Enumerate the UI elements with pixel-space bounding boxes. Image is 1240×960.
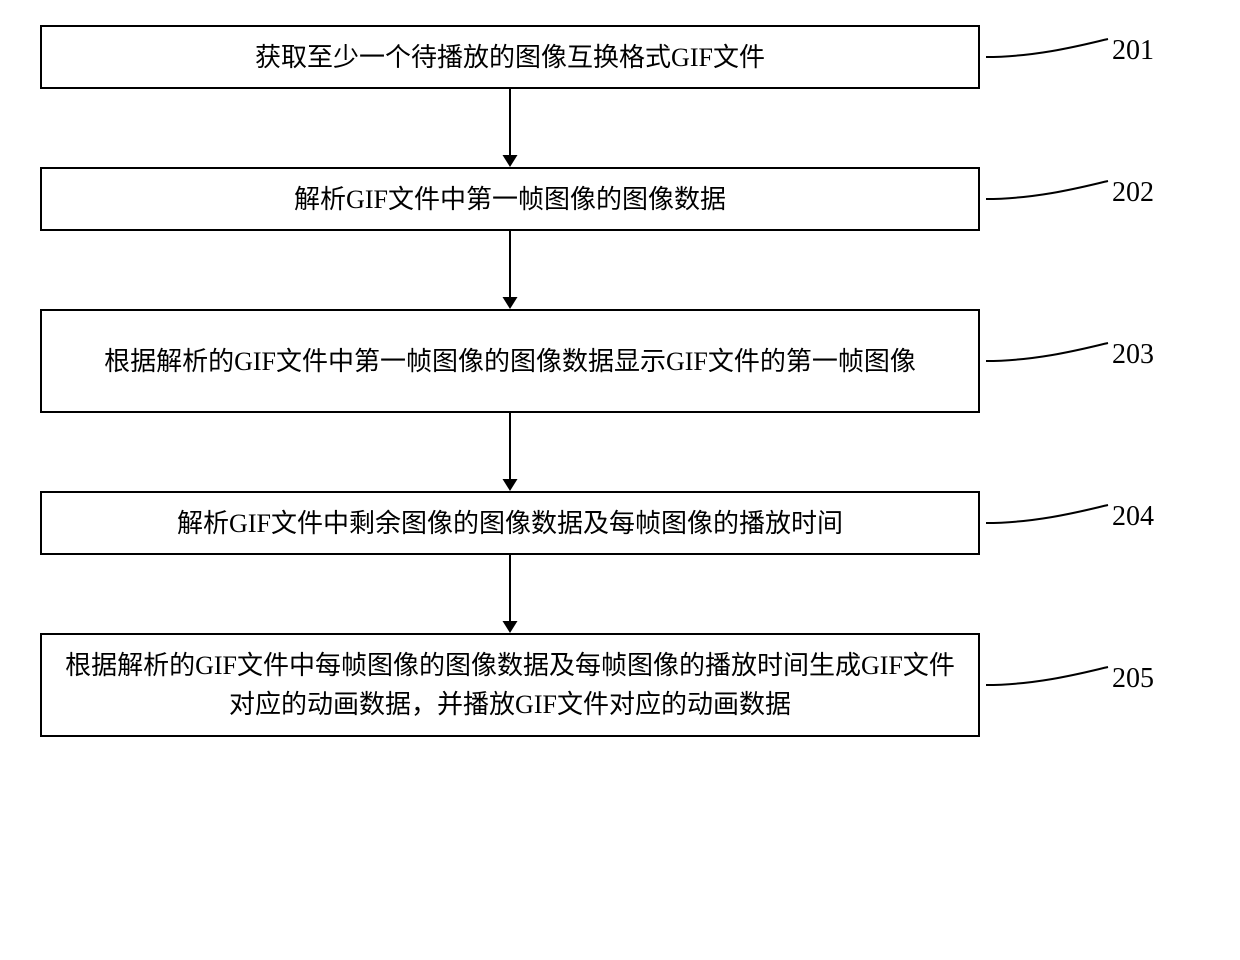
- step-box-201: 获取至少一个待播放的图像互换格式GIF文件: [40, 25, 980, 89]
- step-label-201: 201: [1112, 35, 1154, 67]
- step-label-203: 203: [1112, 339, 1154, 371]
- step-row-204: 解析GIF文件中剩余图像的图像数据及每帧图像的播放时间 204: [40, 491, 1200, 555]
- arrow-down: [490, 231, 530, 309]
- step-label-204: 204: [1112, 501, 1154, 533]
- step-row-202: 解析GIF文件中第一帧图像的图像数据 202: [40, 167, 1200, 231]
- step-label-205: 205: [1112, 663, 1154, 695]
- arrow-down: [490, 89, 530, 167]
- arrow-wrap-204: [40, 555, 980, 633]
- step-row-203: 根据解析的GIF文件中第一帧图像的图像数据显示GIF文件的第一帧图像 203: [40, 309, 1200, 413]
- flowchart-container: 获取至少一个待播放的图像互换格式GIF文件 201 解析GIF文件中第一帧图像的图像…: [40, 25, 1200, 737]
- step-box-202: 解析GIF文件中第一帧图像的图像数据: [40, 167, 980, 231]
- arrow-wrap-203: [40, 413, 980, 491]
- step-label-202: 202: [1112, 177, 1154, 209]
- step-box-205: 根据解析的GIF文件中每帧图像的图像数据及每帧图像的播放时间生成GIF文件对应的…: [40, 633, 980, 737]
- arrow-down: [490, 413, 530, 491]
- arrow-wrap-201: [40, 89, 980, 167]
- arrow-down: [490, 555, 530, 633]
- step-row-205: 根据解析的GIF文件中每帧图像的图像数据及每帧图像的播放时间生成GIF文件对应的…: [40, 633, 1200, 737]
- step-row-201: 获取至少一个待播放的图像互换格式GIF文件 201: [40, 25, 1200, 89]
- arrow-wrap-202: [40, 231, 980, 309]
- step-box-204: 解析GIF文件中剩余图像的图像数据及每帧图像的播放时间: [40, 491, 980, 555]
- step-box-203: 根据解析的GIF文件中第一帧图像的图像数据显示GIF文件的第一帧图像: [40, 309, 980, 413]
